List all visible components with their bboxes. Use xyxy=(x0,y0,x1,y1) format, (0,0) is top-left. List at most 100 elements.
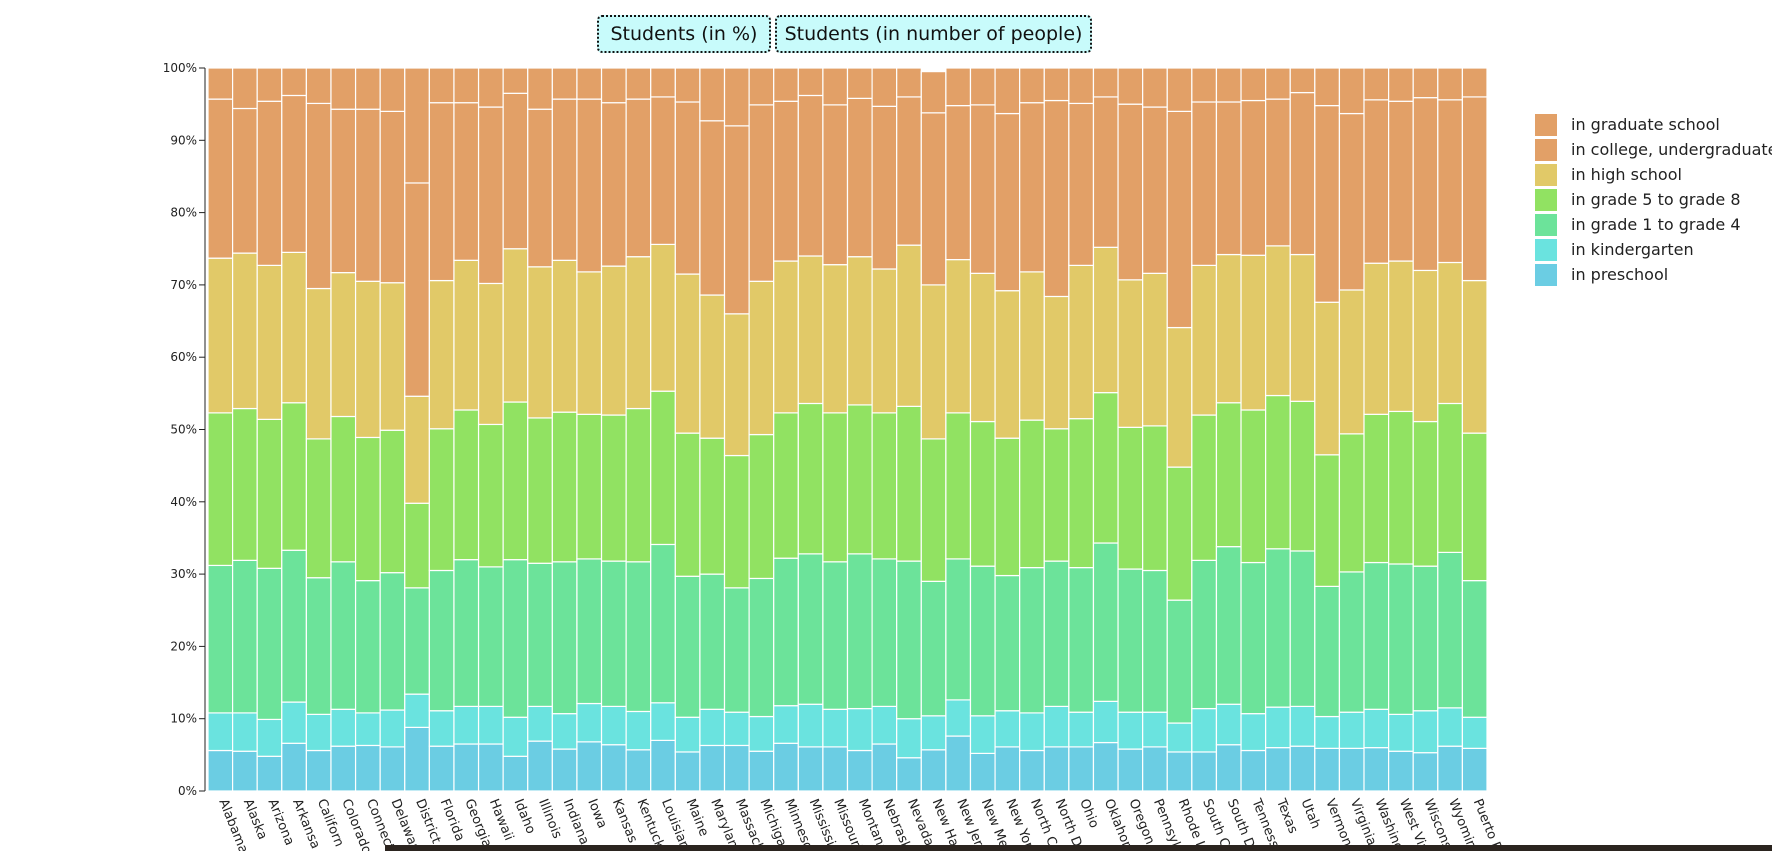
bar-segment[interactable]: Delaware — in college, undergraduate: 23… xyxy=(379,110,406,284)
legend-item[interactable]: in graduate school xyxy=(1535,112,1772,137)
bar-segment[interactable]: Ohio — in preschool: 6.1% xyxy=(1068,746,1095,792)
bar-segment[interactable]: Colorado — in grade 5 to grade 8: 20.1% xyxy=(330,415,357,563)
bar-segment[interactable]: North Carolina — in preschool: 5.6% xyxy=(1019,749,1045,792)
bar-segment[interactable]: Pennsylvania — in kindergarten: 4.8% xyxy=(1142,711,1168,748)
bar-segment[interactable]: New Hampshire — in college, undergraduat… xyxy=(920,112,947,286)
bar-segment[interactable]: North Dakota — in high school: 18.3% xyxy=(1043,295,1070,430)
bar-segment[interactable]: Texas — in kindergarten: 5.6% xyxy=(1265,706,1291,749)
bar-segment[interactable]: Tennessee — in graduate school: 4.5% xyxy=(1240,67,1267,102)
bar-segment[interactable]: Kansas — in preschool: 6.4% xyxy=(600,744,627,792)
bar-segment[interactable]: Oklahoma — in high school: 20.1% xyxy=(1092,246,1119,394)
bar-segment[interactable]: Vermont — in high school: 21.1% xyxy=(1314,301,1341,456)
bar-segment[interactable]: Mississippi — in graduate school: 3.8% xyxy=(797,67,824,97)
bar-segment[interactable]: Nebraska — in kindergarten: 5.2% xyxy=(871,705,898,745)
bar-segment[interactable]: Wyoming — in grade 5 to grade 8: 20.6% xyxy=(1437,402,1464,554)
bar-segment[interactable]: Florida — in grade 1 to grade 4: 19.4% xyxy=(428,569,455,712)
bar-stack[interactable]: Maryland — in preschool: 6.3%Maryland — … xyxy=(699,67,726,792)
bar-segment[interactable]: Michigan — in high school: 21.2% xyxy=(748,280,775,436)
bar-segment[interactable]: Oregon — in grade 5 to grade 8: 19.6% xyxy=(1117,426,1144,570)
legend-item[interactable]: in preschool xyxy=(1535,262,1772,287)
bar-segment[interactable]: Alabama — in preschool: 5.6% xyxy=(207,749,234,792)
bar-segment[interactable]: New Hampshire — in kindergarten: 4.7% xyxy=(920,715,947,751)
bar-segment[interactable]: Michigan — in grade 5 to grade 8: 19.9% xyxy=(748,433,775,580)
bar-segment[interactable]: Florida — in graduate school: 4.8% xyxy=(428,67,455,104)
bar-segment[interactable]: Delaware — in high school: 20.4% xyxy=(379,282,406,431)
bar-segment[interactable]: Maine — in graduate school: 4.7% xyxy=(674,67,701,103)
bar-segment[interactable]: Wyoming — in grade 1 to grade 4: 21.5% xyxy=(1437,551,1464,709)
bar-segment[interactable]: Alaska — in preschool: 5.5% xyxy=(231,750,258,792)
bar-segment[interactable]: South Dakota — in kindergarten: 5.6% xyxy=(1215,703,1242,746)
bar-segment[interactable]: Maryland — in college, undergraduate: 24… xyxy=(699,120,726,296)
bar-stack[interactable]: Oklahoma — in preschool: 6.7%Oklahoma — … xyxy=(1092,67,1119,792)
bar-segment[interactable]: Kentucky — in high school: 21% xyxy=(625,256,652,410)
bar-segment[interactable]: Indiana — in grade 1 to grade 4: 21% xyxy=(551,561,578,715)
bar-segment[interactable]: Georgia — in graduate school: 4.8% xyxy=(453,67,480,104)
bar-segment[interactable]: Oklahoma — in grade 1 to grade 4: 21.9% xyxy=(1092,542,1119,702)
bar-segment[interactable]: Rhode Island — in graduate school: 6% xyxy=(1166,67,1193,112)
bar-segment[interactable]: Maryland — in graduate school: 7.3% xyxy=(699,67,726,122)
bar-segment[interactable]: Rhode Island — in kindergarten: 4% xyxy=(1166,722,1193,753)
bar-stack[interactable]: Texas — in preschool: 6%Texas — in kinde… xyxy=(1265,67,1291,792)
bar-stack[interactable]: Mississippi — in preschool: 6.1%Mississi… xyxy=(797,67,824,792)
bar-segment[interactable]: Tennessee — in college, undergraduate: 2… xyxy=(1240,99,1267,256)
bar-segment[interactable]: Florida — in kindergarten: 4.9% xyxy=(428,710,455,747)
bar-segment[interactable]: Massachusetts — in preschool: 6.3% xyxy=(723,744,750,792)
bar-segment[interactable]: New York — in graduate school: 6.3% xyxy=(994,67,1021,115)
bar-segment[interactable]: Utah — in grade 1 to grade 4: 21.5% xyxy=(1289,550,1316,708)
bar-segment[interactable]: Puerto Rico — in grade 1 to grade 4: 18.… xyxy=(1461,580,1488,718)
bar-segment[interactable]: Idaho — in preschool: 4.8% xyxy=(502,755,529,792)
bar-segment[interactable]: Nevada — in college, undergraduate: 20.5… xyxy=(896,96,922,246)
bar-segment[interactable]: Oklahoma — in grade 5 to grade 8: 20.8% xyxy=(1092,392,1119,544)
bar-segment[interactable]: Nevada — in preschool: 4.6% xyxy=(896,757,922,792)
bar-segment[interactable]: New Jersey — in kindergarten: 5% xyxy=(945,699,972,737)
bar-segment[interactable]: Minnesota — in grade 5 to grade 8: 20.1% xyxy=(773,412,799,559)
bar-segment[interactable]: Puerto Rico — in grade 5 to grade 8: 20.… xyxy=(1461,432,1488,582)
bar-segment[interactable]: Utah — in kindergarten: 5.5% xyxy=(1289,705,1316,747)
bar-segment[interactable]: Illinois — in college, undergraduate: 21… xyxy=(527,108,553,268)
bar-segment[interactable]: New Hampshire — in graduate school: 5.7% xyxy=(920,71,947,114)
bar-segment[interactable]: Utah — in grade 5 to grade 8: 20.7% xyxy=(1289,400,1316,552)
bar-segment[interactable]: Colorado — in preschool: 6.2% xyxy=(330,745,357,792)
bar-segment[interactable]: Washington — in grade 5 to grade 8: 20.5… xyxy=(1363,413,1390,564)
bar-segment[interactable]: Hawaii — in graduate school: 5.4% xyxy=(477,67,504,108)
bar-segment[interactable]: Minnesota — in high school: 21% xyxy=(773,260,799,414)
bar-stack[interactable]: Nevada — in preschool: 4.6%Nevada — in k… xyxy=(896,67,922,792)
bar-segment[interactable]: Kentucky — in grade 1 to grade 4: 20.7% xyxy=(625,561,652,713)
bar-segment[interactable]: Wyoming — in graduate school: 4.4% xyxy=(1437,67,1464,101)
bar-segment[interactable]: Virginia — in high school: 19.9% xyxy=(1338,289,1365,435)
bar-segment[interactable]: Tennessee — in grade 1 to grade 4: 20.9% xyxy=(1240,561,1267,715)
bar-segment[interactable]: New York — in grade 1 to grade 4: 18.7% xyxy=(994,574,1021,712)
bar-segment[interactable]: Missouri — in graduate school: 5.1% xyxy=(822,67,849,106)
bar-segment[interactable]: Nevada — in high school: 22.3% xyxy=(896,244,922,407)
bar-stack[interactable]: Alabama — in preschool: 5.6%Alabama — in… xyxy=(207,67,234,792)
bar-stack[interactable]: North Dakota — in preschool: 6.1%North D… xyxy=(1043,67,1070,792)
bar-segment[interactable]: Pennsylvania — in graduate school: 5.4% xyxy=(1142,67,1168,108)
bar-segment[interactable]: Florida — in grade 5 to grade 8: 19.6% xyxy=(428,428,455,572)
bar-segment[interactable]: North Dakota — in college, undergraduate… xyxy=(1043,99,1070,298)
bar-segment[interactable]: California — in grade 1 to grade 4: 18.9… xyxy=(305,577,332,715)
bar-segment[interactable]: Oregon — in graduate school: 5% xyxy=(1117,67,1144,105)
bar-stack[interactable]: Idaho — in preschool: 4.8%Idaho — in kin… xyxy=(502,67,529,792)
bar-segment[interactable]: Arizona — in grade 5 to grade 8: 20.6% xyxy=(256,418,283,569)
bar-segment[interactable]: South Carolina — in preschool: 5.4% xyxy=(1191,751,1218,792)
bar-segment[interactable]: New Mexico — in grade 5 to grade 8: 20% xyxy=(969,420,996,567)
bar-segment[interactable]: Delaware — in graduate school: 6% xyxy=(379,67,406,112)
bar-segment[interactable]: Vermont — in graduate school: 5.2% xyxy=(1314,67,1341,107)
bar-segment[interactable]: New Hampshire — in high school: 21.3% xyxy=(920,284,947,440)
bar-segment[interactable]: Iowa — in preschool: 6.8% xyxy=(576,741,603,792)
bar-segment[interactable]: Tennessee — in grade 5 to grade 8: 21.1% xyxy=(1240,409,1267,564)
bar-segment[interactable]: District of Columbia — in high school: 1… xyxy=(404,395,430,504)
bar-segment[interactable]: Wisconsin — in kindergarten: 5.8% xyxy=(1412,710,1439,754)
bar-segment[interactable]: Utah — in preschool: 6.2% xyxy=(1289,745,1316,792)
bar-segment[interactable]: Kansas — in college, undergraduate: 22.6… xyxy=(600,102,627,267)
bar-segment[interactable]: Iowa — in grade 1 to grade 4: 20% xyxy=(576,558,603,705)
bar-segment[interactable]: Colorado — in graduate school: 5.7% xyxy=(330,67,357,110)
bar-segment[interactable]: Ohio — in graduate school: 4.9% xyxy=(1068,67,1095,105)
bar-stack[interactable]: Utah — in preschool: 6.2%Utah — in kinde… xyxy=(1289,67,1316,792)
bar-segment[interactable]: Colorado — in kindergarten: 5.1% xyxy=(330,708,357,747)
bar-segment[interactable]: South Dakota — in college, undergraduate… xyxy=(1215,101,1242,256)
legend-item[interactable]: in grade 5 to grade 8 xyxy=(1535,187,1772,212)
bar-segment[interactable]: Indiana — in graduate school: 4.3% xyxy=(551,67,578,100)
bar-stack[interactable]: Michigan — in preschool: 5.5%Michigan — … xyxy=(748,67,775,792)
bar-segment[interactable]: Kansas — in grade 1 to grade 4: 20.1% xyxy=(600,560,627,708)
